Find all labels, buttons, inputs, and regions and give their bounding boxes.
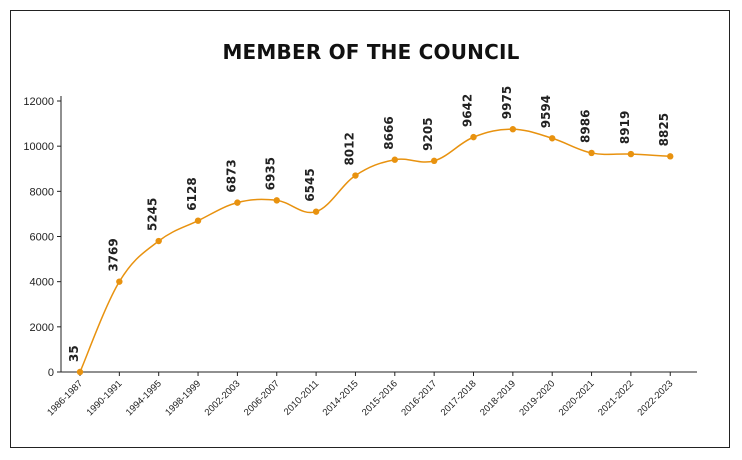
- x-axis-ticks: 1986-1987 1990-1991 1994-1995 1998-1999 2002…: [45, 372, 675, 418]
- x-tick-label: 1990-1991: [85, 378, 125, 418]
- chart-title: MEMBER OF THE COUNCIL: [222, 40, 520, 64]
- data-label: 6545: [303, 168, 317, 201]
- data-point: [627, 150, 635, 158]
- y-tick-label: 10000: [23, 141, 54, 153]
- y-tick-label: 0: [48, 367, 54, 379]
- y-axis-ticks: 0 2000 4000 6000 8000 10000 12000: [23, 96, 61, 379]
- data-point: [549, 135, 556, 142]
- data-label: 9594: [539, 95, 553, 128]
- chart-frame: [10, 10, 730, 448]
- series-line: [79, 128, 671, 373]
- data-point: [234, 199, 241, 206]
- axes: [60, 96, 697, 373]
- x-tick-label: 2006-2007: [242, 378, 282, 418]
- x-tick-label: 2018-2019: [478, 378, 518, 418]
- x-tick-label: 2021-2022: [596, 378, 636, 418]
- data-label: 5245: [146, 198, 160, 231]
- data-label: 6873: [224, 159, 238, 192]
- data-label: 8919: [618, 111, 632, 144]
- x-tick-label: 2020-2021: [557, 378, 597, 418]
- data-label: 6128: [185, 177, 199, 210]
- x-tick-label: 2015-2016: [360, 378, 400, 418]
- data-label: 9975: [500, 86, 514, 119]
- x-tick-label: 2017-2018: [439, 378, 479, 418]
- data-point: [116, 278, 123, 285]
- data-label: 8012: [342, 132, 356, 165]
- y-tick-label: 6000: [30, 232, 54, 244]
- y-tick-label: 2000: [30, 322, 54, 334]
- data-point: [194, 217, 202, 224]
- x-tick-label: 2002-2003: [203, 378, 243, 418]
- data-point: [312, 208, 320, 215]
- x-tick-label: 2014-2015: [321, 378, 361, 418]
- y-tick-label: 4000: [30, 277, 54, 289]
- x-tick-label: 2019-2020: [517, 378, 557, 418]
- data-label: 3769: [106, 238, 120, 271]
- x-tick-label: 2010-2011: [282, 378, 321, 417]
- data-label: 6935: [264, 157, 278, 190]
- x-tick-label: 2016-2017: [399, 378, 439, 418]
- y-tick-label: 8000: [30, 186, 54, 198]
- data-point: [588, 149, 595, 157]
- x-tick-label: 1998-1999: [163, 378, 203, 418]
- x-tick-label: 1986-1987: [45, 378, 85, 418]
- data-point: [76, 368, 84, 376]
- data-point: [667, 153, 674, 160]
- data-point: [155, 237, 162, 245]
- y-tick-label: 12000: [23, 96, 54, 108]
- data-labels: 35 3769 5245 6128 6873 6935 6545 8012 8666 9205 96…: [67, 86, 671, 362]
- data-label: 8666: [382, 116, 396, 149]
- data-label: 8825: [657, 113, 671, 146]
- x-tick-label: 2022-2023: [635, 378, 675, 418]
- data-label: 9205: [421, 117, 435, 150]
- data-label: 35: [67, 345, 81, 362]
- data-label: 8986: [579, 110, 593, 143]
- data-point: [391, 156, 398, 163]
- data-point: [273, 197, 280, 204]
- data-points: [76, 126, 674, 376]
- data-point: [430, 157, 438, 165]
- data-point: [470, 133, 477, 141]
- data-point: [352, 172, 359, 179]
- data-label: 9642: [461, 94, 475, 127]
- x-tick-label: 1994-1995: [124, 378, 164, 418]
- data-point: [509, 126, 517, 133]
